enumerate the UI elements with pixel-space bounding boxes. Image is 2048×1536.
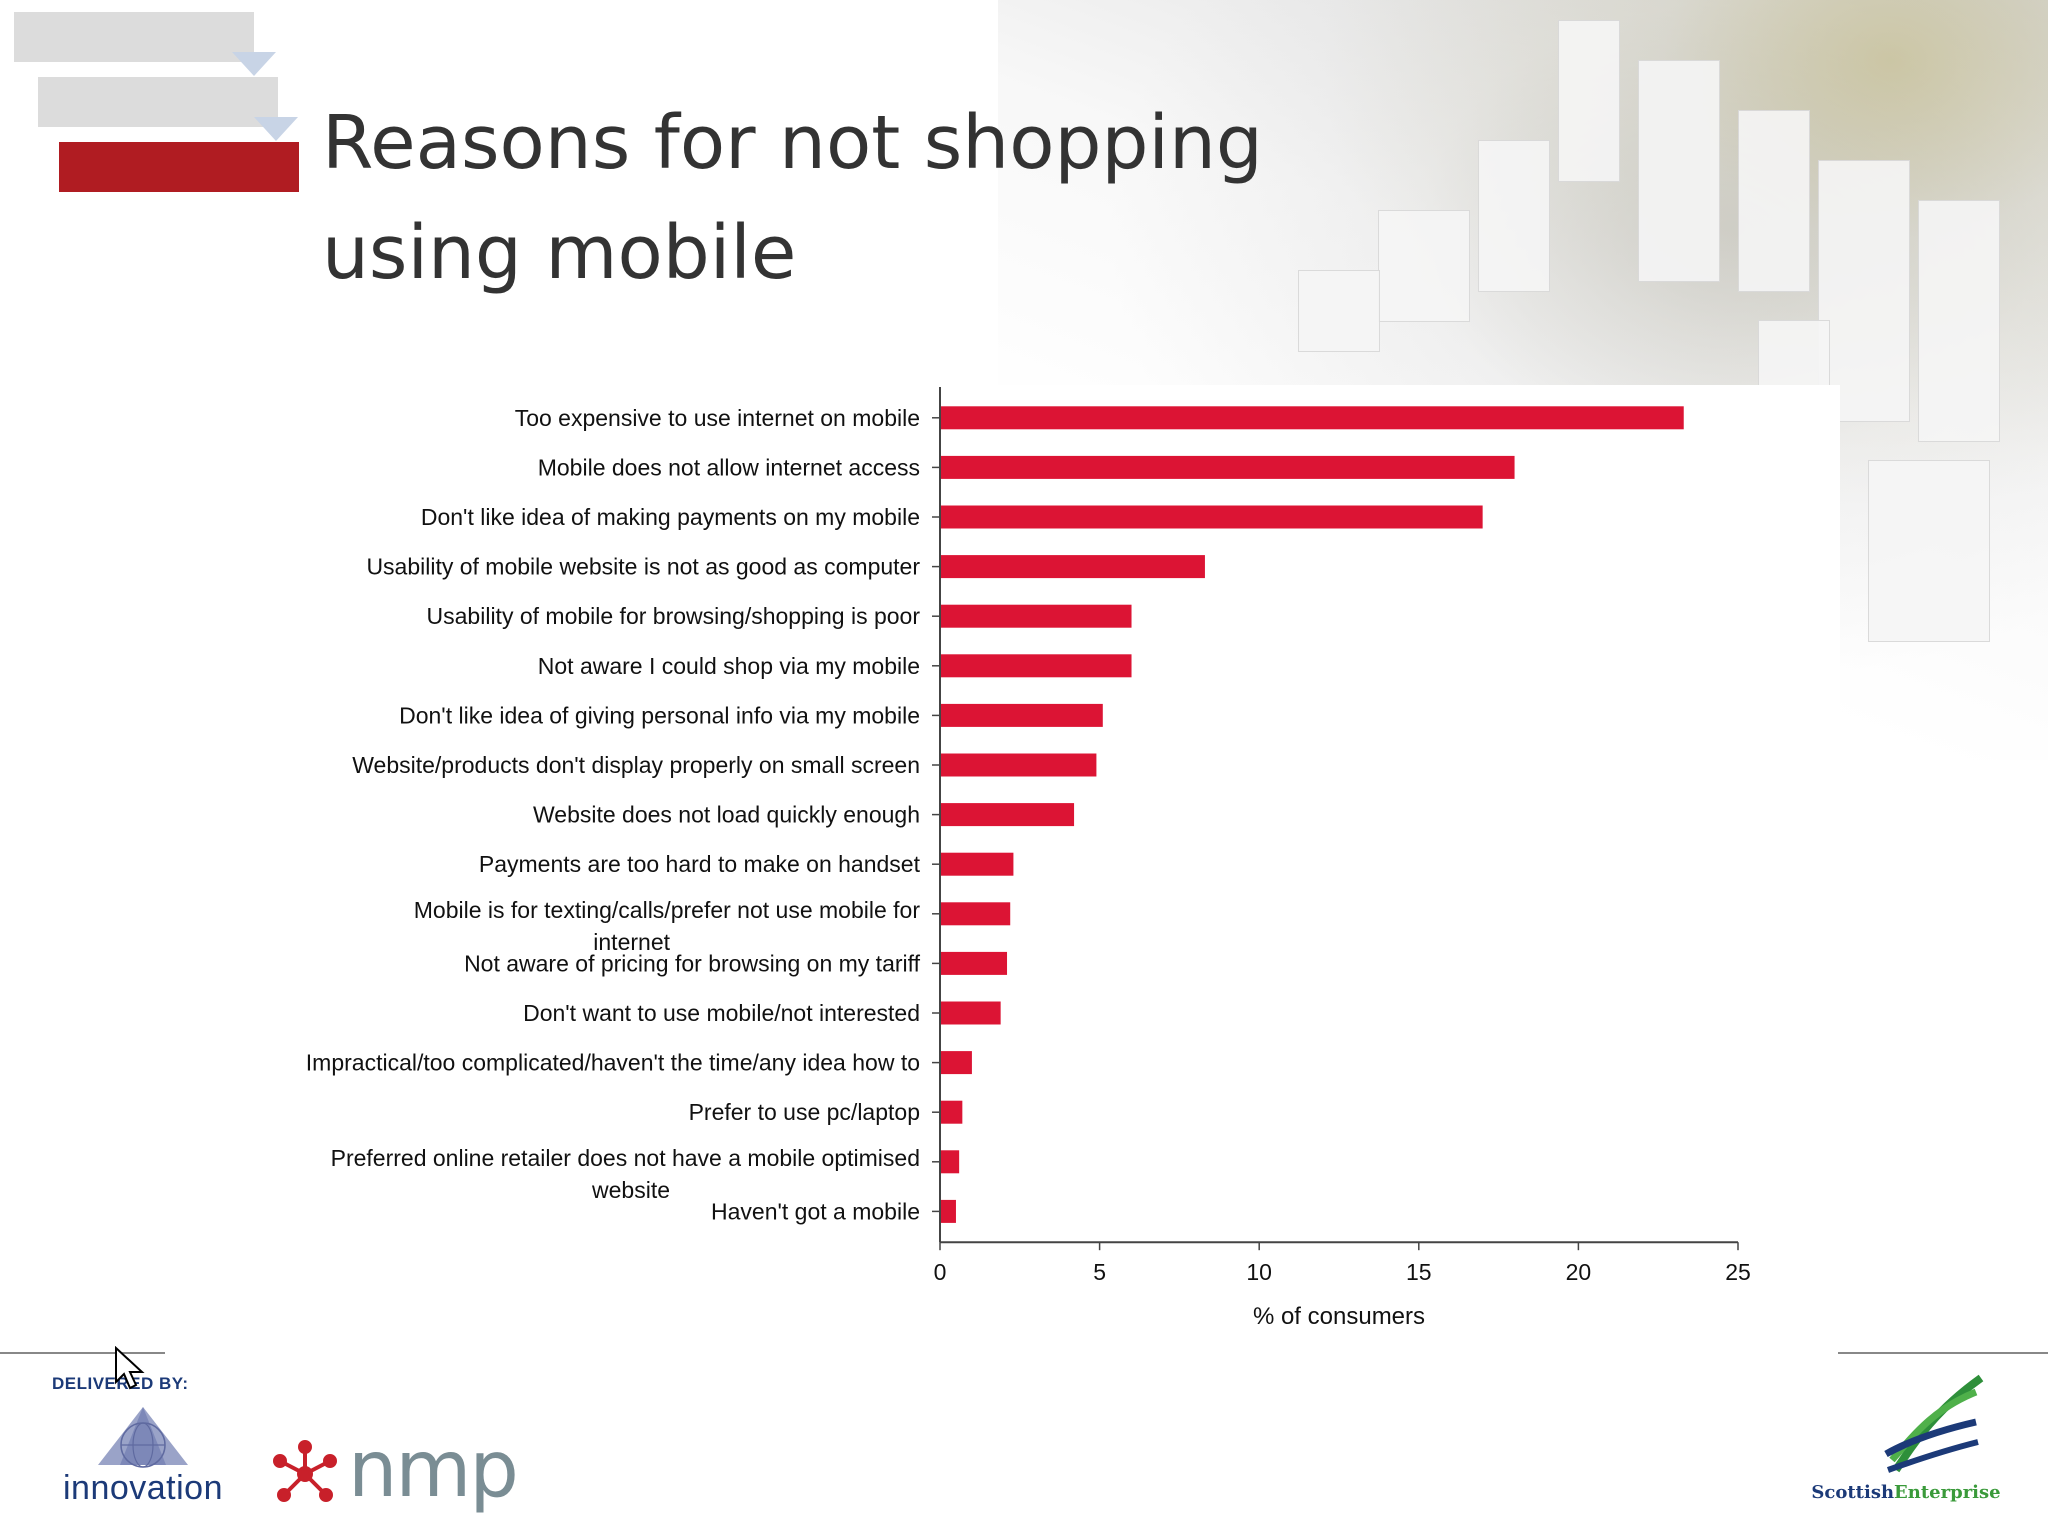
delivered-by-label: DELIVERED BY: (52, 1374, 189, 1393)
title-line-2: using mobile (322, 210, 797, 296)
category-label: Too expensive to use internet on mobile (515, 405, 920, 431)
category-label: Don't like idea of making payments on my… (421, 504, 920, 530)
network-icon (273, 1440, 337, 1502)
bar (941, 1051, 972, 1075)
bar (941, 406, 1684, 430)
x-tick-label: 15 (1406, 1259, 1432, 1285)
x-tick-label: 0 (934, 1259, 947, 1285)
footer-divider-left (0, 1352, 165, 1354)
category-label: Usability of mobile for browsing/shoppin… (427, 603, 921, 629)
bar (941, 604, 1132, 628)
category-label: Website does not load quickly enough (533, 802, 920, 828)
category-label: Not aware of pricing for browsing on my … (464, 950, 921, 976)
bar-chart: Too expensive to use internet on mobile M… (306, 387, 1751, 1330)
bar (941, 703, 1103, 727)
innovation-logo: innovation (48, 1405, 238, 1515)
category-label: Impractical/too complicated/haven't the … (306, 1050, 920, 1076)
x-axis-label: % of consumers (1253, 1303, 1425, 1330)
title-line-1: Reasons for not shopping (322, 100, 1263, 186)
scottish-enterprise-text: ScottishEnterprise (1811, 1482, 2001, 1503)
scottish-enterprise-logo: ScottishEnterprise (1806, 1370, 2006, 1510)
bar (941, 505, 1483, 529)
category-label: Usability of mobile website is not as go… (366, 554, 920, 580)
bar (941, 1150, 960, 1174)
nmp-logo: nmp (270, 1425, 519, 1515)
category-label: Website/products don't display properly … (352, 752, 920, 778)
x-tick-label: 10 (1246, 1259, 1272, 1285)
bar (941, 654, 1132, 678)
category-label: Prefer to use pc/laptop (689, 1099, 920, 1125)
category-label: Payments are too hard to make on handset (479, 851, 921, 877)
x-tick-label: 20 (1566, 1259, 1592, 1285)
chart-panel: Too expensive to use internet on mobile M… (200, 385, 1840, 1345)
category-label: Don't like idea of giving personal info … (399, 702, 920, 728)
bar (941, 1100, 963, 1124)
category-label: Mobile does not allow internet access (538, 454, 920, 480)
innovation-logo-text: innovation (62, 1469, 223, 1507)
category-label: Haven't got a mobile (711, 1198, 920, 1224)
globe-icon (98, 1407, 188, 1468)
bar (941, 803, 1075, 827)
title-decoration (14, 12, 304, 197)
category-label: Don't want to use mobile/not interested (523, 1000, 920, 1026)
bar (941, 1199, 956, 1223)
bar (941, 555, 1205, 579)
footer-divider-right (1838, 1352, 2048, 1354)
category-label: Mobile is for texting/calls/prefer not u… (414, 897, 921, 955)
x-tick-label: 25 (1725, 1259, 1751, 1285)
bar (941, 852, 1014, 876)
category-label: Not aware I could shop via my mobile (538, 653, 920, 679)
bar (941, 455, 1515, 479)
nmp-logo-text: nmp (348, 1425, 519, 1515)
category-label: Preferred online retailer does not have … (331, 1145, 920, 1203)
slide-title: Reasons for not shopping using mobile (322, 88, 1322, 308)
bar (941, 1001, 1001, 1025)
bar (941, 951, 1008, 975)
x-tick-label: 5 (1093, 1259, 1106, 1285)
mouse-cursor-icon (115, 1346, 145, 1390)
bar (941, 753, 1097, 777)
bar (941, 902, 1011, 926)
wave-emblem-icon (1884, 1374, 1984, 1473)
